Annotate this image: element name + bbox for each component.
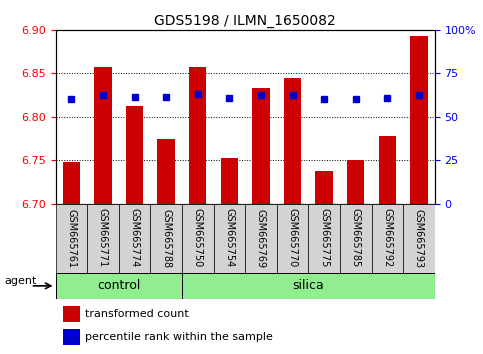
Text: GSM665774: GSM665774 [129,209,140,268]
Bar [252,88,270,204]
Bar [379,136,396,204]
Text: agent: agent [5,275,37,286]
Bar [315,171,333,204]
Bar [119,204,150,273]
Bar [56,273,182,299]
Bar [284,78,301,204]
Bar [213,204,245,273]
Text: control: control [97,279,141,292]
Text: GSM665792: GSM665792 [383,209,392,268]
Text: percentile rank within the sample: percentile rank within the sample [85,332,272,342]
Bar [221,159,238,204]
Text: GSM665788: GSM665788 [161,209,171,268]
Bar [63,306,80,321]
Bar [189,67,206,204]
Bar [126,107,143,204]
Bar [182,273,435,299]
Bar [63,329,80,345]
Bar [87,204,119,273]
Bar [245,204,277,273]
Text: GSM665771: GSM665771 [98,209,108,268]
Text: GSM665769: GSM665769 [256,209,266,268]
Bar [157,138,175,204]
Text: GSM665793: GSM665793 [414,209,424,268]
Bar [371,204,403,273]
Bar [63,162,80,204]
Bar [182,204,213,273]
Title: GDS5198 / ILMN_1650082: GDS5198 / ILMN_1650082 [154,14,336,28]
Text: GSM665770: GSM665770 [287,209,298,268]
Bar [56,204,87,273]
Bar [403,204,435,273]
Text: GSM665761: GSM665761 [66,209,76,268]
Bar [340,204,371,273]
Text: GSM665785: GSM665785 [351,209,361,268]
Text: GSM665750: GSM665750 [193,209,203,268]
Bar [308,204,340,273]
Bar [347,160,364,204]
Text: GSM665775: GSM665775 [319,209,329,268]
Text: silica: silica [292,279,324,292]
Text: GSM665754: GSM665754 [224,209,234,268]
Bar [277,204,308,273]
Bar [94,67,112,204]
Bar [410,36,427,204]
Bar [150,204,182,273]
Text: transformed count: transformed count [85,309,188,319]
